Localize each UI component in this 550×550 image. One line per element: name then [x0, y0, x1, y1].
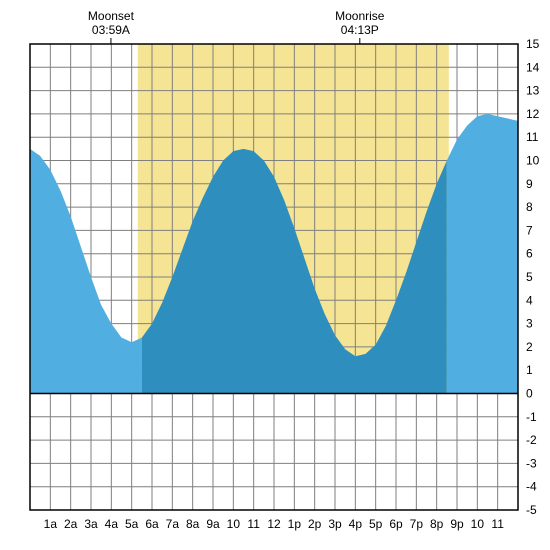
moonrise-label-title: Moonrise	[335, 9, 385, 23]
y-tick-label: 0	[526, 387, 533, 401]
y-tick-label: 8	[526, 200, 533, 214]
x-tick-label: 10	[227, 517, 241, 531]
tide-area-night-2	[447, 114, 518, 394]
x-tick-label: 5a	[125, 517, 139, 531]
x-tick-label: 2p	[308, 517, 322, 531]
y-tick-label: 7	[526, 223, 533, 237]
x-tick-label: 7a	[166, 517, 180, 531]
x-tick-label: 11	[491, 517, 504, 531]
y-tick-label: 13	[526, 84, 540, 98]
x-tick-label: 7p	[410, 517, 424, 531]
y-tick-label: 1	[526, 363, 533, 377]
chart-svg: 1a2a3a4a5a6a7a8a9a1011121p2p3p4p5p6p7p8p…	[0, 0, 550, 550]
y-tick-label: 14	[526, 60, 540, 74]
moonrise-label-time: 04:13P	[341, 23, 379, 37]
x-tick-label: 1p	[288, 517, 302, 531]
y-tick-label: 9	[526, 177, 533, 191]
y-tick-label: 4	[526, 293, 533, 307]
y-tick-label: -4	[526, 480, 537, 494]
y-tick-label: 15	[526, 37, 540, 51]
y-tick-label: -5	[526, 503, 537, 517]
moonset-label-title: Moonset	[88, 9, 135, 23]
tide-area-night-1	[30, 149, 142, 394]
y-tick-label: 11	[526, 130, 539, 144]
x-tick-label: 8p	[430, 517, 444, 531]
y-tick-label: 2	[526, 340, 533, 354]
y-tick-label: 3	[526, 317, 533, 331]
y-tick-label: 10	[526, 154, 540, 168]
x-tick-label: 3a	[84, 517, 98, 531]
x-tick-label: 12	[267, 517, 281, 531]
x-tick-label: 6a	[145, 517, 159, 531]
tide-chart: 1a2a3a4a5a6a7a8a9a1011121p2p3p4p5p6p7p8p…	[0, 0, 550, 550]
y-tick-label: -3	[526, 456, 537, 470]
x-tick-label: 2a	[64, 517, 78, 531]
x-tick-label: 8a	[186, 517, 200, 531]
y-tick-label: 5	[526, 270, 533, 284]
x-tick-label: 10	[471, 517, 485, 531]
y-tick-label: -2	[526, 433, 537, 447]
y-tick-label: 6	[526, 247, 533, 261]
x-tick-label: 1a	[44, 517, 58, 531]
x-tick-label: 3p	[328, 517, 342, 531]
moonset-label-time: 03:59A	[92, 23, 130, 37]
y-tick-label: -1	[526, 410, 537, 424]
x-tick-label: 4p	[349, 517, 363, 531]
x-tick-label: 9p	[450, 517, 464, 531]
x-tick-label: 4a	[105, 517, 119, 531]
y-tick-label: 12	[526, 107, 540, 121]
x-tick-label: 9a	[206, 517, 220, 531]
x-tick-label: 6p	[389, 517, 403, 531]
x-tick-label: 11	[247, 517, 260, 531]
x-tick-label: 5p	[369, 517, 383, 531]
